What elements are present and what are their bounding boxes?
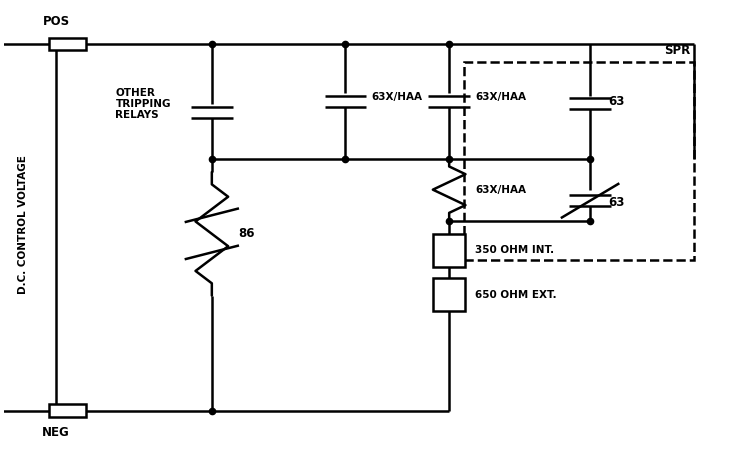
Text: NEG: NEG [42,426,70,439]
Text: TRIPPING: TRIPPING [116,99,171,108]
Text: D.C. CONTROL VOLTAGE: D.C. CONTROL VOLTAGE [18,156,28,294]
Text: 63X/HAA: 63X/HAA [371,92,422,102]
Text: POS: POS [43,15,70,28]
Bar [433,278,466,311]
Bar [433,234,466,267]
Text: 63X/HAA: 63X/HAA [476,92,526,102]
Text: 63X/HAA: 63X/HAA [476,184,526,195]
Text: 86: 86 [238,227,254,240]
Bar [49,38,86,50]
Text: OTHER: OTHER [116,87,155,98]
Bar [464,62,694,261]
Text: 63: 63 [609,196,625,209]
Text: 350 OHM INT.: 350 OHM INT. [476,245,554,256]
Text: 63: 63 [609,95,625,108]
Text: RELAYS: RELAYS [116,110,159,120]
Text: 650 OHM EXT.: 650 OHM EXT. [476,289,556,300]
Bar [49,404,86,417]
Text: SPR: SPR [664,44,690,57]
